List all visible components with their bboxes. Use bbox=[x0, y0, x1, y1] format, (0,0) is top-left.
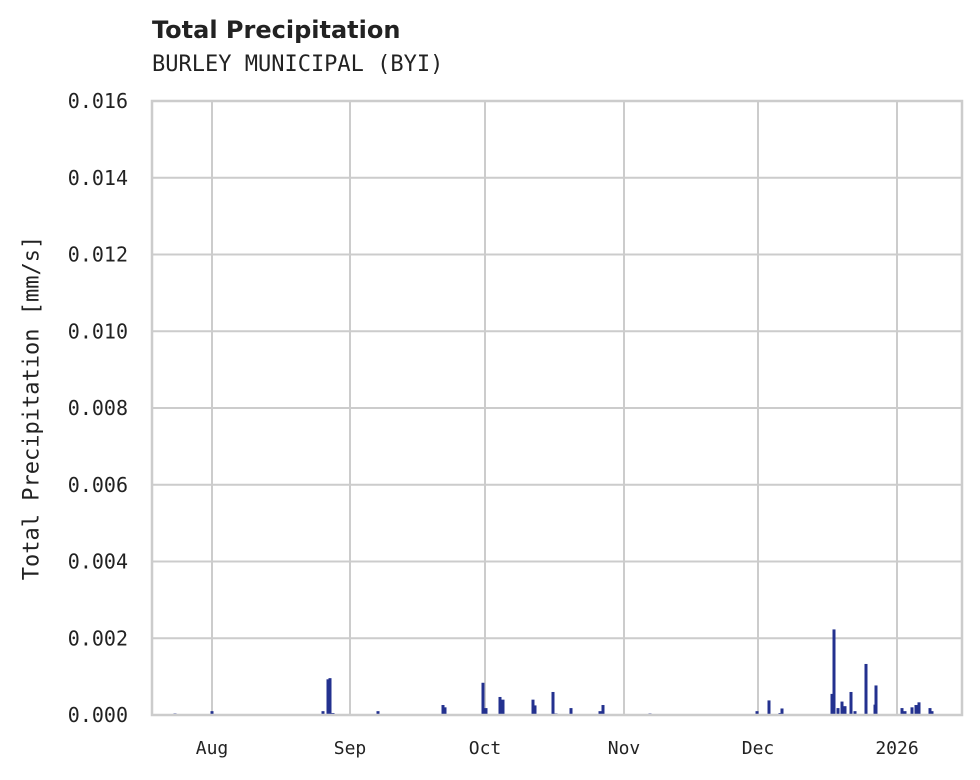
precip-bar bbox=[917, 702, 921, 715]
precip-bar bbox=[443, 707, 447, 715]
precip-bar bbox=[864, 663, 868, 715]
precip-bar bbox=[900, 708, 904, 715]
y-tick-label: 0.014 bbox=[68, 166, 128, 190]
precip-bar bbox=[780, 708, 784, 715]
x-tick-label: Aug bbox=[196, 738, 229, 759]
precip-bar bbox=[853, 711, 857, 715]
plot-frame bbox=[150, 99, 964, 717]
y-tick-label: 0.002 bbox=[68, 626, 128, 650]
precip-bar bbox=[903, 711, 907, 715]
y-tick-label: 0.000 bbox=[68, 703, 128, 727]
y-tick-label: 0.016 bbox=[68, 89, 128, 113]
x-tick-label: Sep bbox=[334, 738, 367, 759]
y-tick-label: 0.010 bbox=[68, 319, 128, 343]
precip-bar bbox=[533, 705, 537, 715]
precip-bar bbox=[840, 701, 844, 715]
precip-bar bbox=[376, 711, 380, 715]
x-tick-label: Nov bbox=[608, 738, 641, 759]
precip-bar bbox=[914, 705, 918, 715]
precip-bar bbox=[498, 696, 502, 715]
precip-bar bbox=[441, 705, 445, 715]
x-tick-label: 2026 bbox=[875, 738, 918, 759]
chart-title: Total Precipitation bbox=[152, 16, 401, 44]
precip-bar bbox=[551, 691, 555, 715]
precip-bar bbox=[598, 711, 602, 715]
precip-bar bbox=[836, 708, 840, 715]
precip-bar bbox=[910, 707, 914, 715]
precip-bar bbox=[830, 693, 834, 715]
precip-bar bbox=[481, 682, 485, 715]
x-tick-label: Dec bbox=[742, 738, 775, 759]
precip-bar bbox=[832, 629, 836, 715]
precip-bar bbox=[755, 711, 759, 715]
precip-bar bbox=[326, 679, 330, 715]
precip-bar bbox=[484, 708, 488, 715]
precip-bar bbox=[328, 678, 332, 715]
chart-subtitle: BURLEY MUNICIPAL (BYI) bbox=[152, 52, 444, 77]
precip-bar bbox=[501, 699, 505, 715]
precip-bar bbox=[928, 708, 932, 715]
y-tick-label: 0.004 bbox=[68, 550, 128, 574]
y-tick-label: 0.012 bbox=[68, 243, 128, 267]
precip-bar bbox=[210, 711, 214, 715]
precip-bar bbox=[843, 706, 847, 715]
precip-bar bbox=[930, 711, 934, 715]
y-tick-label: 0.006 bbox=[68, 473, 128, 497]
y-tick-label: 0.008 bbox=[68, 396, 128, 420]
precip-bar bbox=[531, 699, 535, 715]
precip-bar bbox=[569, 708, 573, 715]
precip-bar bbox=[767, 700, 771, 715]
precip-bar bbox=[874, 685, 878, 715]
x-tick-label: Oct bbox=[469, 738, 502, 759]
precip-bar bbox=[601, 705, 605, 715]
precip-bar bbox=[849, 691, 853, 715]
precip-bar bbox=[321, 711, 325, 715]
